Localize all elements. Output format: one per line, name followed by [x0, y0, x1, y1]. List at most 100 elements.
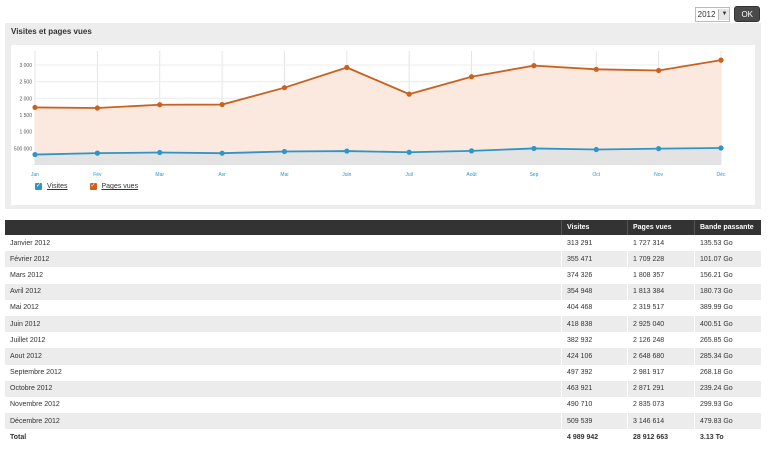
cell-month: Mai 2012 — [10, 304, 39, 312]
line-chart: 3 000 2 500 2 000 1 500 1 000 500 000 Jan Fév Ma… — [14, 51, 726, 178]
pages-point — [593, 66, 599, 72]
table-row: Aout 2012 424 106 2 648 680 285.34 Go — [5, 348, 761, 365]
x-tick-label: Juil — [405, 172, 413, 178]
table-row: Mars 2012 374 326 1 808 357 156.21 Go — [5, 267, 761, 284]
x-tick-label: Mai — [280, 172, 288, 178]
total-label: Total — [10, 433, 27, 441]
pages-point — [656, 67, 662, 74]
cell-bandwidth: 285.34 Go — [694, 348, 761, 365]
ok-button[interactable]: OK — [734, 6, 760, 22]
cell-pages: 1 727 314 — [627, 235, 694, 252]
table-row: Juillet 2012 382 932 2 126 248 265.85 Go — [5, 332, 761, 349]
cell-pages: 1 813 384 — [627, 283, 694, 300]
visits-point — [718, 145, 724, 151]
pages-point — [344, 64, 350, 71]
table-row: Janvier 2012 313 291 1 727 314 135.53 Go — [5, 235, 761, 252]
visits-area — [35, 148, 721, 165]
cell-pages: 2 319 517 — [627, 299, 694, 316]
x-tick-label: Oct — [592, 172, 600, 178]
pages-area — [35, 60, 721, 165]
visits-point — [531, 145, 537, 152]
cell-visits: 463 921 — [561, 380, 627, 397]
table-row: Mai 2012 404 468 2 319 517 389.99 Go — [5, 299, 761, 316]
x-tick-label: Sep — [529, 172, 538, 178]
total-bandwidth: 3.13 To — [694, 429, 761, 446]
stats-table: Visites Pages vues Bande passante Janvie… — [5, 220, 761, 446]
checkbox-icon[interactable]: ✓ — [35, 183, 42, 190]
legend-item-visits[interactable]: ✓ Visites — [35, 183, 68, 190]
visits-point — [219, 150, 225, 156]
cell-month: Avril 2012 — [10, 288, 42, 296]
y-tick-label: 1 000 — [19, 130, 32, 136]
cell-bandwidth: 265.85 Go — [694, 332, 761, 349]
cell-month: Mars 2012 — [10, 271, 44, 279]
table-row: Novembre 2012 490 710 2 835 073 299.93 Go — [5, 396, 761, 414]
cell-bandwidth: 400.51 Go — [694, 315, 761, 333]
legend-label-pages[interactable]: Pages vues — [101, 183, 139, 190]
cell-bandwidth: 156.21 Go — [694, 267, 761, 284]
cell-month: Juillet 2012 — [10, 336, 46, 344]
visits-point — [281, 148, 288, 155]
cell-month: Février 2012 — [10, 255, 50, 263]
chevron-down-icon[interactable]: ▼ — [718, 8, 730, 20]
checkbox-icon[interactable]: ✓ — [89, 183, 97, 190]
cell-visits: 354 948 — [561, 283, 627, 300]
cell-pages: 2 871 291 — [627, 380, 694, 397]
visits-point — [157, 149, 163, 156]
cell-visits: 382 932 — [561, 332, 627, 349]
visits-series-line — [34, 147, 722, 156]
cell-pages: 1 709 228 — [627, 251, 694, 268]
cell-bandwidth: 180.73 Go — [694, 283, 761, 300]
chart-panel: Visites et pages vues 3 000 2 500 2 000 1 5… — [5, 23, 761, 209]
chart-title: Visites et pages vues — [11, 27, 92, 36]
table-row: Avril 2012 354 948 1 813 384 180.73 Go — [5, 283, 761, 300]
y-tick-label: 500 000 — [14, 146, 32, 152]
cell-bandwidth: 479.83 Go — [694, 413, 761, 430]
cell-pages: 1 808 357 — [627, 267, 694, 284]
cell-pages: 2 925 040 — [627, 315, 694, 333]
cell-visits: 418 838 — [561, 315, 627, 333]
x-tick-label: Jan — [31, 172, 39, 178]
cell-bandwidth: 239.24 Go — [694, 380, 761, 397]
pages-point — [219, 101, 225, 108]
visits-point — [593, 146, 599, 153]
table-header: Visites Pages vues Bande passante — [5, 220, 761, 235]
x-tick-label: Juin — [342, 172, 351, 178]
cell-visits: 509 539 — [561, 413, 627, 430]
table-total-row: Total 4 989 942 28 912 663 3.13 To — [5, 429, 761, 446]
table-row: Septembre 2012 497 392 2 981 917 268.18 Go — [5, 364, 761, 381]
cell-visits: 424 106 — [561, 348, 627, 365]
legend-label-visits[interactable]: Visites — [47, 183, 68, 190]
cell-month: Octobre 2012 — [10, 385, 53, 393]
pages-point — [94, 105, 100, 111]
visits-point — [344, 148, 350, 154]
visits-point — [468, 148, 475, 154]
x-tick-label: Fév — [93, 172, 102, 178]
pages-point — [718, 57, 724, 63]
cell-pages: 2 981 917 — [627, 364, 694, 381]
x-tick-label: Mar — [155, 172, 164, 178]
cell-month: Juin 2012 — [10, 320, 41, 328]
cell-bandwidth: 299.93 Go — [694, 396, 761, 414]
cell-bandwidth: 389.99 Go — [694, 299, 761, 316]
cell-visits: 374 326 — [561, 267, 627, 284]
table-row: Février 2012 355 471 1 709 228 101.07 Go — [5, 251, 761, 268]
cell-month: Novembre 2012 — [10, 401, 60, 409]
cell-bandwidth: 135.53 Go — [694, 235, 761, 252]
y-tick-label: 1 500 — [19, 113, 32, 119]
cell-visits: 313 291 — [561, 235, 627, 252]
pages-point — [406, 91, 412, 97]
cell-pages: 2 126 248 — [627, 332, 694, 349]
legend-item-pages[interactable]: ✓ Pages vues — [89, 183, 139, 190]
header-bandwidth: Bande passante — [694, 220, 761, 235]
visits-point — [32, 151, 38, 158]
pages-point — [157, 102, 163, 108]
pages-series-line — [34, 59, 722, 109]
header-pages: Pages vues — [627, 220, 694, 235]
x-tick-label: Déc — [717, 172, 726, 178]
visits-point — [94, 150, 100, 156]
table-row: Décembre 2012 509 539 3 146 614 479.83 Go — [5, 413, 761, 430]
year-select[interactable]: 2012 ▼ — [694, 6, 731, 22]
pages-point — [32, 104, 38, 111]
year-value: 2012 — [697, 9, 716, 19]
